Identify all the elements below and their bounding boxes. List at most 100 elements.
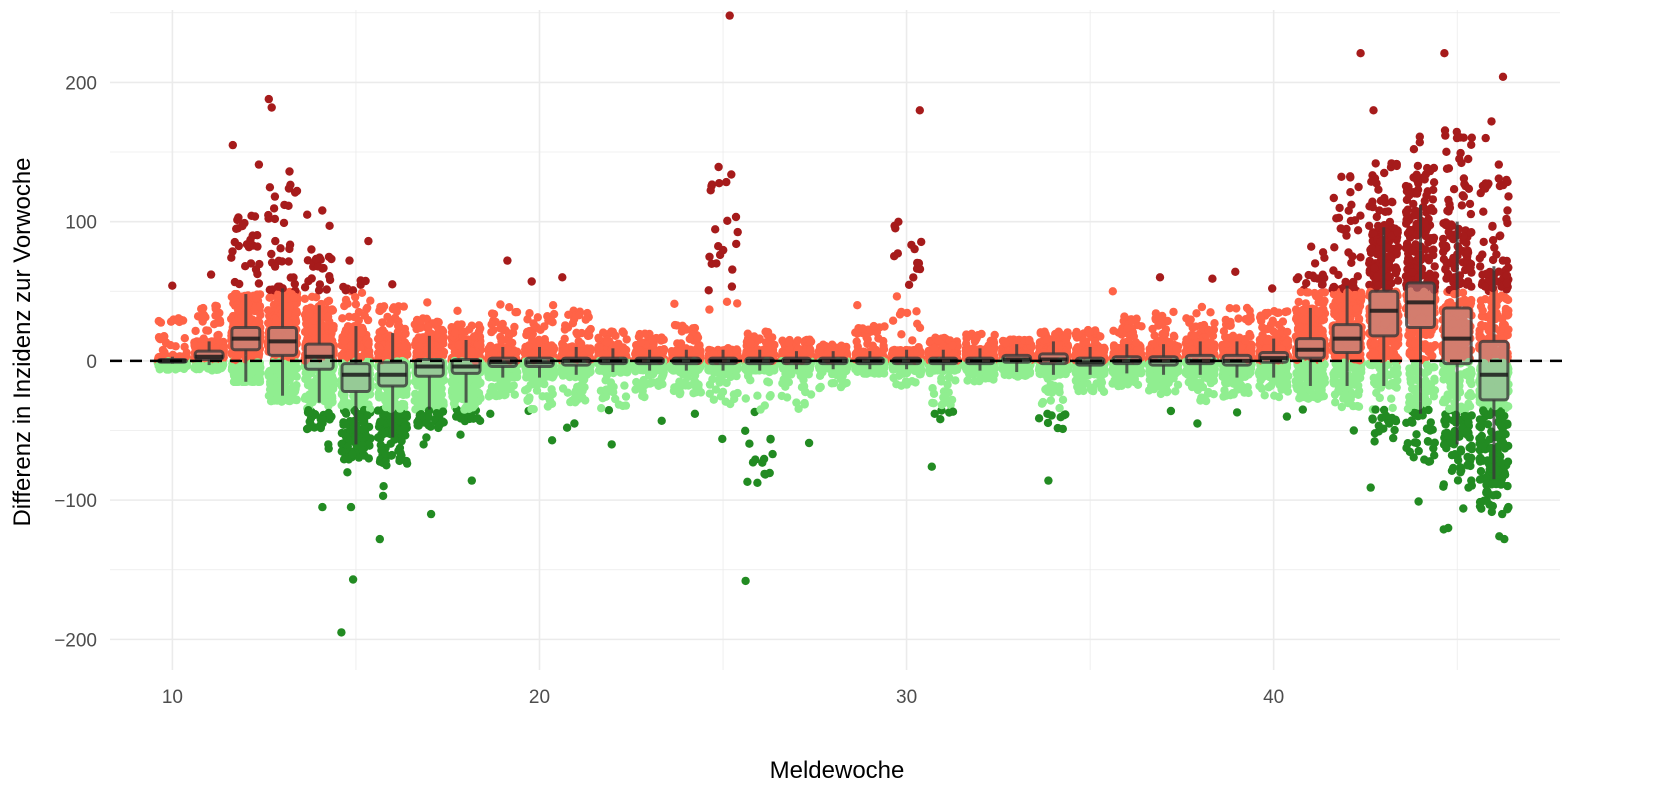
data-point <box>397 436 406 446</box>
data-point <box>364 454 373 463</box>
data-point <box>525 309 534 318</box>
data-point <box>272 383 281 393</box>
data-point <box>469 385 478 394</box>
data-point <box>453 306 462 315</box>
data-point <box>376 417 385 426</box>
data-point <box>190 341 199 350</box>
data-point <box>344 312 354 321</box>
data-point <box>457 320 466 329</box>
data-point <box>375 391 384 400</box>
data-point <box>265 366 274 376</box>
data-point <box>348 575 358 584</box>
data-point <box>266 377 275 386</box>
data-point <box>292 186 302 196</box>
data-point <box>318 206 327 215</box>
data-point <box>547 316 556 325</box>
data-point <box>495 380 505 389</box>
data-point <box>199 334 208 343</box>
data-point <box>399 302 408 311</box>
data-point <box>252 293 261 303</box>
data-point <box>364 236 373 246</box>
data-point <box>248 231 257 240</box>
data-point <box>285 244 294 254</box>
data-point <box>496 300 505 309</box>
data-point <box>450 328 460 338</box>
data-point <box>265 285 274 294</box>
data-point <box>377 446 386 455</box>
data-point <box>346 502 356 512</box>
data-point <box>284 201 293 210</box>
data-point <box>324 296 334 305</box>
data-point <box>303 210 312 219</box>
data-point <box>271 236 280 246</box>
data-point <box>486 341 495 351</box>
data-point <box>392 307 401 316</box>
data-point <box>285 167 294 176</box>
data-point <box>456 430 465 439</box>
data-point <box>210 320 219 329</box>
data-point <box>341 286 350 295</box>
data-point <box>253 358 262 367</box>
data-point <box>255 302 265 311</box>
data-point <box>234 306 243 315</box>
data-point <box>264 94 273 104</box>
data-point <box>460 327 470 337</box>
data-point <box>254 377 263 386</box>
data-point <box>467 476 476 485</box>
data-point <box>271 316 281 325</box>
data-point <box>378 325 387 335</box>
data-point <box>253 242 262 251</box>
data-point <box>279 218 289 228</box>
data-point <box>213 331 222 340</box>
data-point <box>473 414 482 423</box>
data-point <box>313 262 323 271</box>
data-point <box>293 363 302 373</box>
data-point <box>467 347 476 356</box>
data-point <box>154 316 163 326</box>
data-point <box>300 294 309 303</box>
data-point <box>413 417 422 427</box>
data-point <box>434 325 443 335</box>
data-point <box>311 254 321 264</box>
data-point <box>246 259 256 268</box>
data-point <box>324 444 333 453</box>
data-point <box>456 414 465 423</box>
data-point <box>337 351 346 360</box>
data-point <box>324 408 333 418</box>
data-point <box>341 408 350 417</box>
data-point <box>327 254 336 264</box>
data-point <box>345 256 354 265</box>
data-point <box>168 281 177 290</box>
data-point <box>378 491 388 501</box>
data-point <box>227 363 237 372</box>
data-point <box>452 382 461 391</box>
data-point <box>423 298 432 307</box>
data-point <box>284 257 293 266</box>
data-point <box>250 212 260 221</box>
data-point <box>339 455 349 464</box>
data-point <box>168 350 178 360</box>
data-point <box>397 451 406 460</box>
data-point <box>417 396 427 405</box>
data-point <box>464 404 474 413</box>
data-point <box>366 296 375 305</box>
data-point <box>318 502 327 512</box>
data-point <box>199 303 208 313</box>
data-point <box>504 373 513 382</box>
data-point <box>300 283 310 292</box>
data-point <box>385 319 394 328</box>
data-point <box>284 318 293 328</box>
data-point <box>228 140 237 150</box>
data-point <box>202 326 211 335</box>
data-point <box>270 214 280 224</box>
data-point <box>387 450 397 460</box>
data-point <box>469 332 479 341</box>
data-point <box>351 300 361 309</box>
data-point <box>322 285 331 294</box>
data-point <box>386 439 395 448</box>
data-point <box>327 323 337 332</box>
data-point <box>343 468 352 477</box>
data-point <box>232 224 241 233</box>
data-point <box>174 314 183 323</box>
